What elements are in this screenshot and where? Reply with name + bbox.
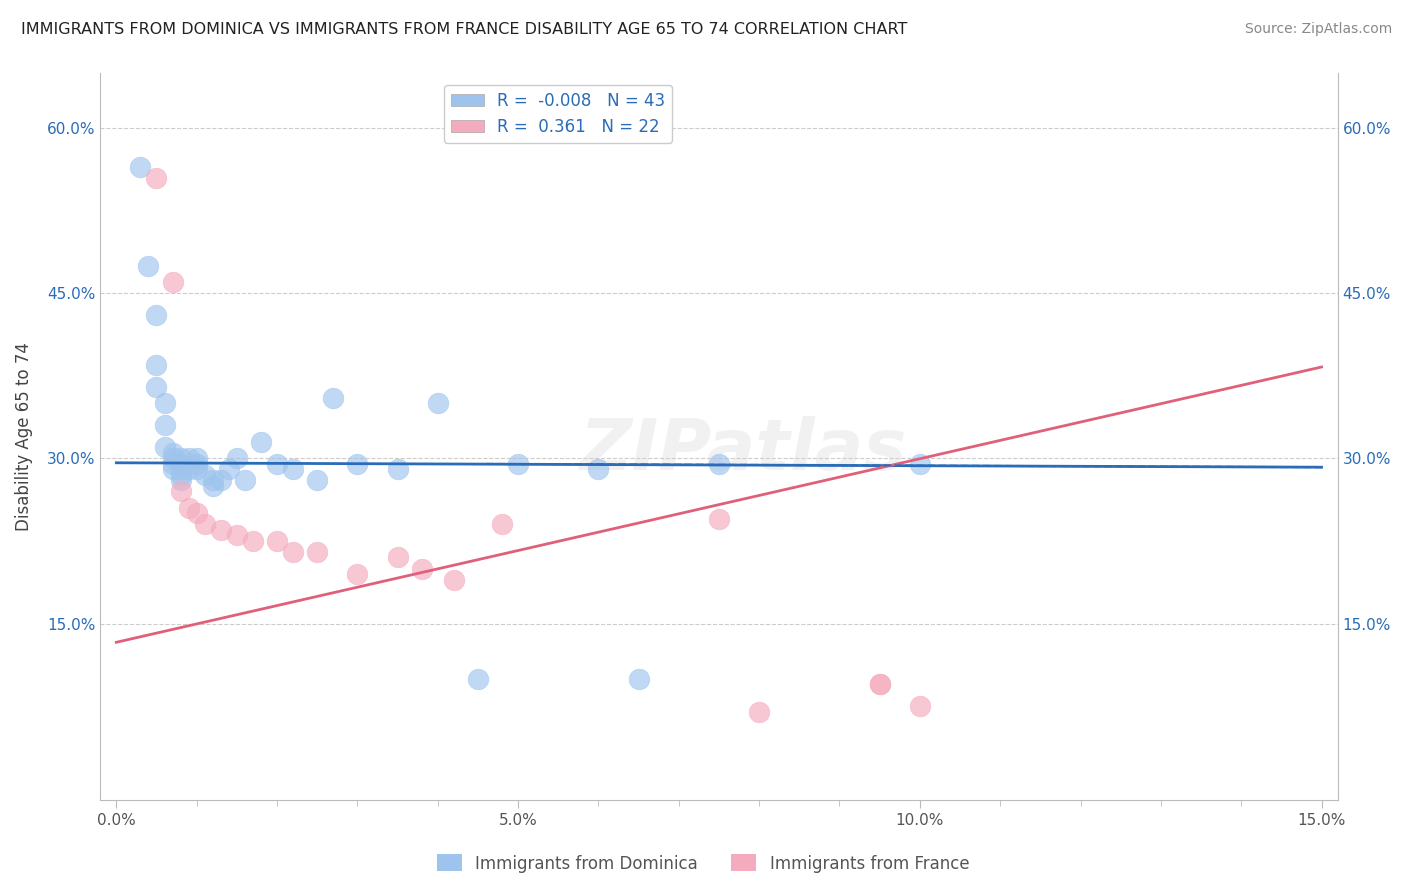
Point [588,462,610,476]
Point [138,259,160,273]
Point [162,462,184,476]
Point [869,677,891,691]
Point [209,474,232,488]
Point [908,457,931,471]
Point [307,474,329,488]
Point [346,567,368,582]
Point [707,512,730,526]
Point [346,457,368,471]
Point [145,170,167,185]
Point [145,358,167,372]
Point [201,474,224,488]
Point [194,467,217,482]
Point [426,396,449,410]
Point [177,500,200,515]
Y-axis label: Disability Age 65 to 74: Disability Age 65 to 74 [15,342,32,531]
Point [145,308,167,322]
Point [908,699,931,714]
Point [707,457,730,471]
Point [209,523,232,537]
Text: ZIPatlas: ZIPatlas [581,417,907,485]
Point [145,380,167,394]
Point [225,528,247,542]
Legend: Immigrants from Dominica, Immigrants from France: Immigrants from Dominica, Immigrants fro… [430,847,976,880]
Point [443,573,465,587]
Point [169,451,191,466]
Point [169,457,191,471]
Point [201,479,224,493]
Point [281,545,304,559]
Point [186,507,208,521]
Point [169,462,191,476]
Point [129,160,152,174]
Point [162,446,184,460]
Point [162,457,184,471]
Point [162,275,184,289]
Legend: R =  -0.008   N = 43, R =  0.361   N = 22: R = -0.008 N = 43, R = 0.361 N = 22 [444,85,672,143]
Point [194,517,217,532]
Point [506,457,529,471]
Point [387,462,409,476]
Point [169,484,191,499]
Point [169,474,191,488]
Point [748,705,770,719]
Point [153,441,176,455]
Point [266,533,288,548]
Point [153,396,176,410]
Text: Source: ZipAtlas.com: Source: ZipAtlas.com [1244,22,1392,37]
Point [177,462,200,476]
Point [322,391,344,405]
Point [387,550,409,565]
Point [869,677,891,691]
Point [281,462,304,476]
Point [307,545,329,559]
Point [250,434,273,449]
Point [491,517,513,532]
Point [627,672,650,686]
Point [153,418,176,433]
Point [218,462,240,476]
Point [186,457,208,471]
Point [233,474,256,488]
Point [169,467,191,482]
Point [467,672,489,686]
Point [266,457,288,471]
Point [411,561,433,575]
Point [186,462,208,476]
Text: IMMIGRANTS FROM DOMINICA VS IMMIGRANTS FROM FRANCE DISABILITY AGE 65 TO 74 CORRE: IMMIGRANTS FROM DOMINICA VS IMMIGRANTS F… [21,22,907,37]
Point [225,451,247,466]
Point [186,451,208,466]
Point [242,533,264,548]
Point [162,451,184,466]
Point [177,451,200,466]
